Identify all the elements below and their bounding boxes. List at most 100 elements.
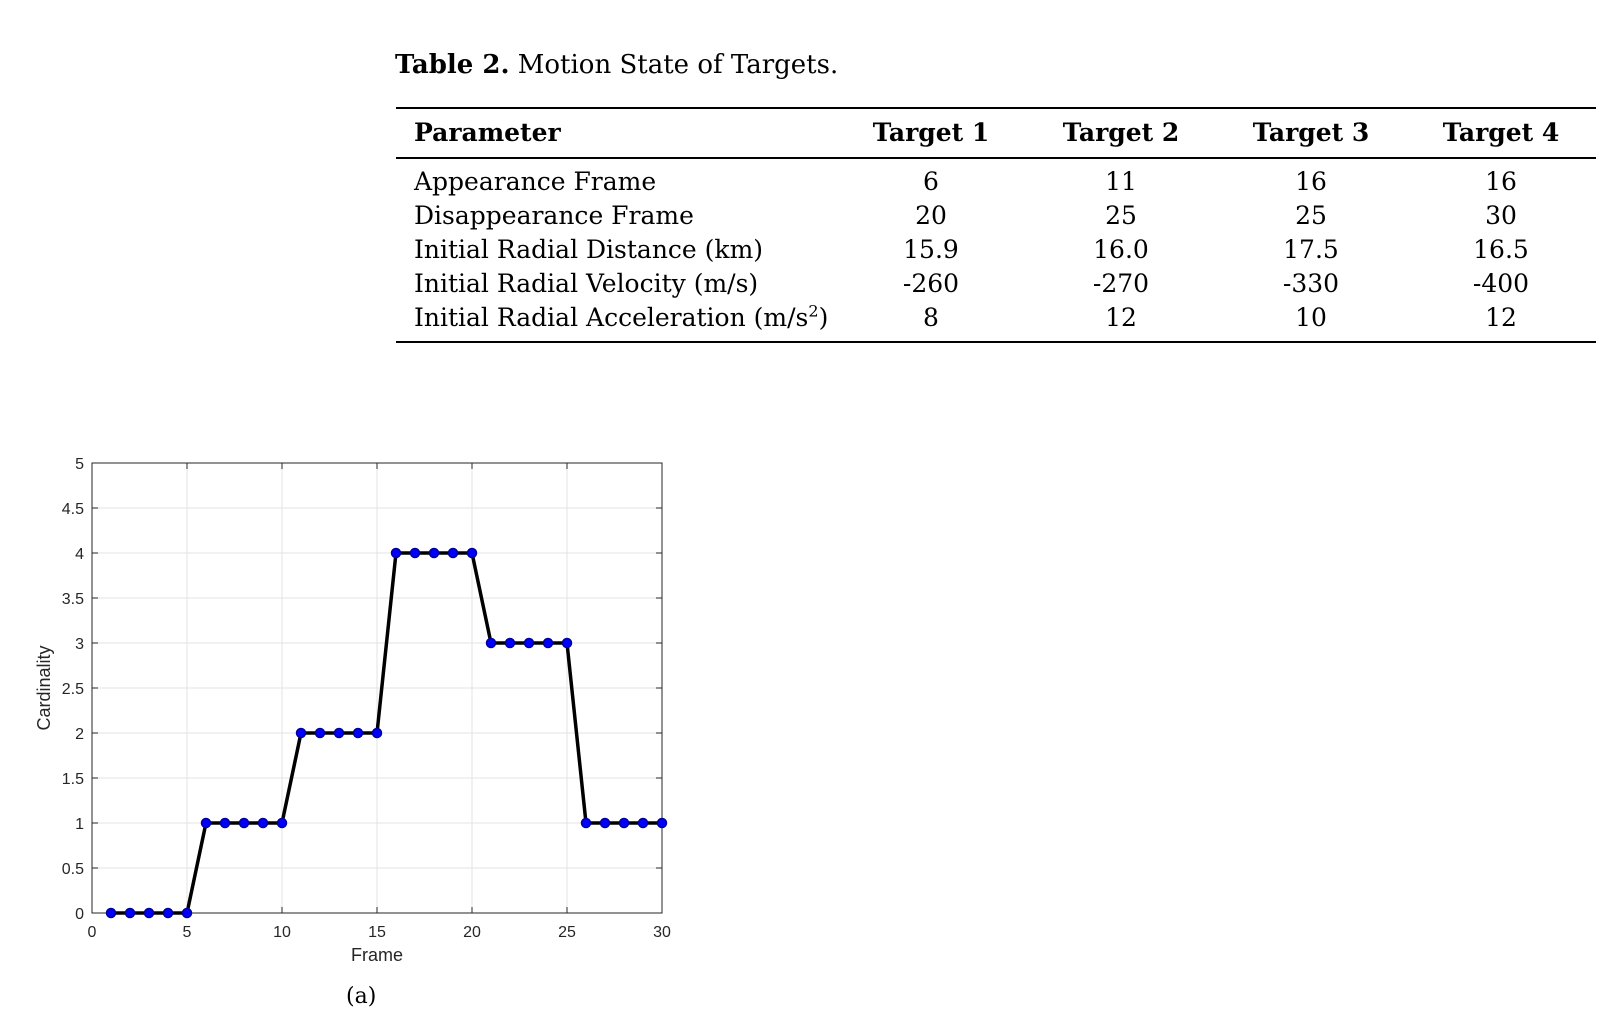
data-point: [466, 547, 478, 559]
row-value: -260: [902, 268, 960, 298]
x-tick-label: 0: [88, 924, 97, 941]
y-tick-label: 1.5: [62, 771, 84, 788]
y-tick-label: 3.5: [62, 591, 84, 608]
data-point: [295, 727, 307, 739]
data-point: [276, 817, 288, 829]
row-value: 30: [1485, 200, 1517, 230]
axis-ticks: 0 5 10 15 20 25 30 0 0.5 1 1.5 2 2.5 3 3.5 4 4.5 5: [62, 456, 671, 941]
table-row: Initial Radial Velocity (m/s) -260 -270 …: [396, 267, 1596, 301]
data-point: [580, 817, 592, 829]
data-point: [542, 637, 554, 649]
data-point: [656, 817, 668, 829]
table-row: Initial Radial Distance (km) 15.9 16.0 1…: [396, 233, 1596, 267]
data-point: [485, 637, 497, 649]
row-value: 16: [1295, 166, 1327, 196]
y-tick-label: 2.5: [62, 681, 84, 698]
x-tick-label: 5: [183, 924, 192, 941]
table-mid-rule: [396, 157, 1596, 159]
header-target-1: Target 1: [872, 118, 990, 148]
table-bottom-rule: [396, 340, 1596, 343]
table-row: Initial Radial Acceleration (m/s2) 8 12 …: [396, 301, 1596, 341]
row-param: Disappearance Frame: [414, 200, 694, 230]
table-row: Disappearance Frame 20 25 25 30: [396, 199, 1596, 233]
row-value: 10: [1295, 302, 1327, 332]
figure-sublabel: (a): [346, 984, 377, 1009]
header-target-3: Target 3: [1252, 118, 1370, 148]
data-point: [428, 547, 440, 559]
x-axis-label: Frame: [351, 945, 403, 965]
motion-state-table: Parameter Target 1 Target 2 Target 3 Tar…: [396, 107, 1596, 343]
data-point: [314, 727, 326, 739]
header-parameter: Parameter: [414, 118, 561, 148]
row-value: 8: [923, 302, 939, 332]
row-value: 16.0: [1093, 234, 1149, 264]
data-point: [390, 547, 402, 559]
table-row: Appearance Frame 6 11 16 16: [396, 159, 1596, 199]
series-line: [111, 551, 662, 915]
row-value: 20: [915, 200, 947, 230]
data-point: [143, 907, 155, 919]
row-param: Initial Radial Distance (km): [414, 234, 764, 264]
data-point: [238, 817, 250, 829]
data-point: [219, 817, 231, 829]
row-value: 25: [1105, 200, 1137, 230]
data-point: [409, 547, 421, 559]
table-caption-label: Table 2.: [395, 50, 510, 80]
y-tick-label: 2: [75, 726, 84, 743]
y-tick-label: 5: [75, 456, 84, 473]
row-value: -400: [1472, 268, 1530, 298]
row-param-suffix: ): [818, 302, 829, 332]
table-header-row: Parameter Target 1 Target 2 Target 3 Tar…: [396, 109, 1596, 157]
row-value: 16: [1485, 166, 1517, 196]
row-param-prefix: Initial Radial Acceleration (m/s: [414, 302, 809, 332]
data-point: [181, 907, 193, 919]
y-tick-label: 4.5: [62, 501, 84, 518]
data-point: [561, 637, 573, 649]
row-param: Initial Radial Velocity (m/s): [414, 268, 759, 298]
table-caption-text: Motion State of Targets.: [517, 50, 839, 80]
row-value: 17.5: [1283, 234, 1339, 264]
row-value: -330: [1282, 268, 1340, 298]
data-point: [333, 727, 345, 739]
row-param: Appearance Frame: [414, 166, 657, 196]
y-tick-label: 4: [75, 546, 84, 563]
series-group: [105, 547, 668, 919]
row-value: 25: [1295, 200, 1327, 230]
row-value: 11: [1105, 166, 1137, 196]
y-axis-label: Cardinality: [34, 645, 54, 730]
data-point: [447, 547, 459, 559]
header-target-4: Target 4: [1442, 118, 1560, 148]
row-value: 12: [1485, 302, 1517, 332]
data-point: [162, 907, 174, 919]
y-tick-label: 0: [75, 906, 84, 923]
row-value: 12: [1105, 302, 1137, 332]
table-top-rule: [396, 107, 1596, 110]
data-point: [523, 637, 535, 649]
data-point: [105, 907, 117, 919]
y-tick-label: 0.5: [62, 861, 84, 878]
data-point: [124, 907, 136, 919]
x-tick-label: 25: [558, 924, 576, 941]
data-point: [257, 817, 269, 829]
row-value: -270: [1092, 268, 1150, 298]
x-tick-label: 10: [273, 924, 291, 941]
x-tick-label: 30: [653, 924, 671, 941]
row-param-superscript: 2: [808, 301, 819, 321]
table-grid: Parameter Target 1 Target 2 Target 3 Tar…: [396, 109, 1596, 340]
data-point: [371, 727, 383, 739]
data-point: [599, 817, 611, 829]
data-point: [352, 727, 364, 739]
row-param: Initial Radial Acceleration (m/s2): [396, 301, 836, 341]
y-tick-label: 3: [75, 636, 84, 653]
y-tick-label: 1: [75, 816, 84, 833]
row-value: 16.5: [1473, 234, 1529, 264]
data-point: [618, 817, 630, 829]
x-tick-label: 15: [368, 924, 386, 941]
header-target-2: Target 2: [1062, 118, 1180, 148]
table-caption: Table 2. Motion State of Targets.: [395, 50, 838, 80]
data-point: [200, 817, 212, 829]
row-value: 6: [923, 166, 939, 196]
x-tick-label: 20: [463, 924, 481, 941]
data-point: [637, 817, 649, 829]
